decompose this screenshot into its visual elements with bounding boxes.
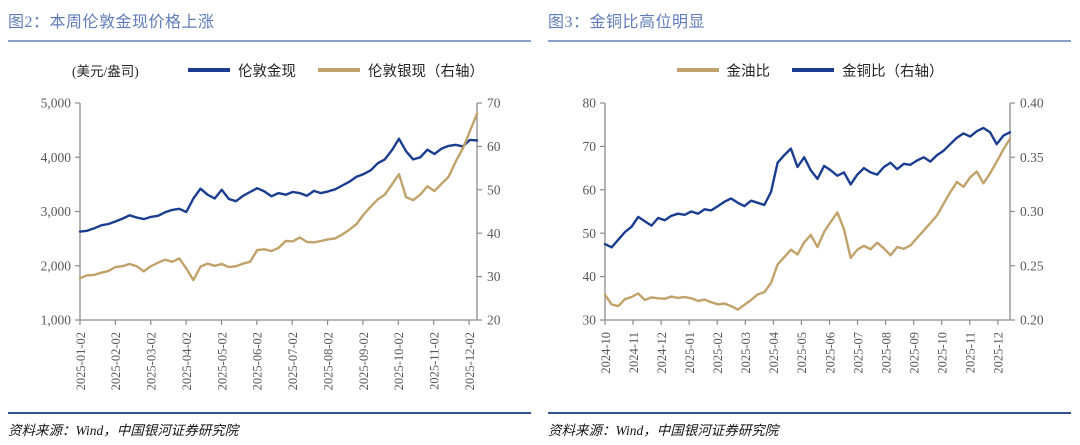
figure3-panel: 图3：金铜比高位明显 金油比 金铜比（右轴） 80 70 60 50 40 30 0.40 0…	[540, 0, 1080, 445]
legend-item-gold-copper-ratio: 金铜比（右轴）	[792, 60, 944, 81]
x-tick-label: 2025-11	[964, 332, 978, 373]
figure2-title-divider	[8, 40, 531, 42]
figure2-source: 资料来源：Wind，中国银河证券研究院	[8, 423, 239, 438]
x-tick-label: 2025-05	[795, 332, 809, 374]
left-tick-label: 5,000	[41, 96, 72, 111]
left-tick-label: 80	[583, 96, 597, 111]
x-tick-label: 2025-11-02	[427, 332, 441, 390]
right-tick-label: 60	[487, 139, 501, 154]
x-tick-label: 2025-09	[907, 332, 921, 374]
figure2-legend-items: 伦敦金现 伦敦银现（右轴）	[188, 59, 484, 81]
x-tick-label: 2025-05-02	[215, 332, 229, 390]
figure3-chart-area: 金油比 金铜比（右轴） 80 70 60 50 40 30 0.40 0.35 0.30 0.25…	[540, 46, 1080, 408]
figure3-bottom-divider	[548, 412, 1071, 414]
figure3-legend: 金油比 金铜比（右轴）	[540, 59, 1080, 81]
left-tick-label: 60	[583, 182, 597, 197]
right-tick-label: 70	[487, 96, 501, 111]
figure3-title: 图3：金铜比高位明显	[548, 14, 706, 31]
figure3-legend-items: 金油比 金铜比（右轴）	[676, 60, 944, 81]
right-tick-label: 30	[487, 269, 501, 284]
figure2-bottom-divider	[8, 412, 531, 414]
x-tick-label: 2025-04-02	[180, 332, 194, 390]
x-tick-label: 2025-01	[683, 332, 697, 374]
right-tick-label: 0.30	[1020, 204, 1044, 219]
left-tick-label: 2,000	[41, 258, 72, 273]
gold-silver-line-chart: 5,000 4,000 3,000 2,000 1,000 70 60 50 40 30 20 202…	[41, 96, 501, 391]
left-tick-label: 70	[583, 139, 597, 154]
x-tick-label: 2025-06-02	[251, 332, 265, 390]
left-tick-label: 4,000	[41, 150, 72, 165]
x-tick-label: 2024-10	[599, 332, 613, 374]
legend-label-gold-copper-ratio: 金铜比（右轴）	[842, 63, 944, 80]
x-tick-label: 2025-12	[992, 332, 1006, 374]
series-line-1	[78, 112, 479, 282]
legend-item-london-gold: 伦敦金现	[188, 60, 296, 81]
x-tick-label: 2025-07-02	[286, 332, 300, 390]
left-tick-label: 3,000	[41, 204, 72, 219]
x-tick-label: 2025-12-02	[463, 332, 477, 390]
right-tick-label: 0.25	[1020, 258, 1044, 273]
right-tick-label: 50	[487, 182, 501, 197]
x-tick-label: 2025-07	[851, 332, 865, 374]
legend-label-gold-oil-ratio: 金油比	[726, 63, 771, 80]
legend-item-london-silver: 伦敦银现（右轴）	[318, 60, 484, 81]
right-tick-label: 20	[487, 313, 501, 328]
right-tick-label: 0.35	[1020, 150, 1044, 165]
figure2-legend: (美元/盎司) 伦敦金现 伦敦银现（右轴）	[0, 59, 540, 81]
series-line-0	[78, 137, 479, 233]
x-tick-label: 2024-12	[655, 332, 669, 374]
right-tick-label: 40	[487, 226, 501, 241]
x-tick-label: 2025-06	[823, 332, 837, 374]
figure3-title-divider	[548, 40, 1071, 42]
x-tick-label: 2025-02-02	[109, 332, 123, 390]
x-tick-label: 2025-03-02	[145, 332, 159, 390]
x-tick-label: 2025-10-02	[392, 332, 406, 390]
figure2-chart-area: (美元/盎司) 伦敦金现 伦敦银现（右轴） 5,000 4,000 3,000 2,0…	[0, 46, 540, 408]
gold-oil-line-swatch-icon	[676, 68, 719, 72]
x-tick-label: 2025-03	[739, 332, 753, 374]
gold-oil-copper-ratio-line-chart: 80 70 60 50 40 30 0.40 0.35 0.30 0.25 0.20 2024-10 2…	[583, 96, 1044, 374]
series-line-0	[603, 137, 1012, 311]
gold-copper-line-swatch-icon	[792, 68, 834, 72]
left-tick-label: 50	[583, 226, 597, 241]
legend-label-london-silver: 伦敦银现（右轴）	[368, 63, 484, 80]
x-tick-label: 2025-01-02	[74, 332, 88, 390]
figure3-source: 资料来源：Wind，中国银河证券研究院	[548, 423, 779, 438]
right-tick-label: 0.40	[1020, 96, 1044, 111]
x-tick-label: 2025-10	[936, 332, 950, 374]
legend-item-gold-oil-ratio: 金油比	[676, 60, 771, 81]
left-axis-unit-label: (美元/盎司)	[72, 64, 139, 79]
x-tick-label: 2025-08-02	[321, 332, 335, 390]
left-tick-label: 40	[583, 269, 597, 284]
series-line-1	[603, 126, 1012, 249]
left-tick-label: 1,000	[41, 313, 72, 328]
left-tick-label: 30	[583, 313, 597, 328]
x-tick-label: 2025-08	[879, 332, 893, 374]
gold-line-swatch-icon	[188, 68, 230, 72]
legend-label-london-gold: 伦敦金现	[238, 63, 296, 80]
silver-line-swatch-icon	[318, 68, 360, 72]
x-tick-label: 2025-04	[767, 331, 781, 373]
right-tick-label: 0.20	[1020, 313, 1044, 328]
x-tick-label: 2024-11	[627, 332, 641, 373]
figure2-title: 图2：本周伦敦金现价格上涨	[8, 14, 215, 31]
figure2-panel: 图2：本周伦敦金现价格上涨 (美元/盎司) 伦敦金现 伦敦银现（右轴） 5,00…	[0, 14, 540, 438]
x-tick-label: 2025-02	[711, 332, 725, 374]
x-tick-label: 2025-09-02	[357, 332, 371, 390]
